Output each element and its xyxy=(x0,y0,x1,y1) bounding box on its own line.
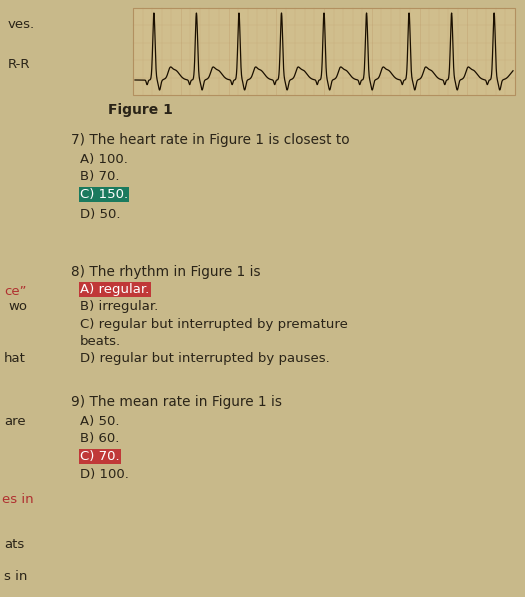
Text: C) 150.: C) 150. xyxy=(80,188,128,201)
Text: ce”: ce” xyxy=(4,285,26,298)
Text: hat: hat xyxy=(4,352,26,365)
Text: beats.: beats. xyxy=(80,335,121,348)
Text: ats: ats xyxy=(4,538,24,551)
Text: B) 70.: B) 70. xyxy=(80,170,120,183)
Text: D) regular but interrupted by pauses.: D) regular but interrupted by pauses. xyxy=(80,352,330,365)
Text: A) 100.: A) 100. xyxy=(80,153,128,166)
Text: B) 60.: B) 60. xyxy=(80,432,119,445)
Text: 8) The rhythm in Figure 1 is: 8) The rhythm in Figure 1 is xyxy=(71,265,260,279)
Text: D) 50.: D) 50. xyxy=(80,208,121,221)
Text: s in: s in xyxy=(4,570,27,583)
Text: ves.: ves. xyxy=(8,18,35,31)
Text: 9) The mean rate in Figure 1 is: 9) The mean rate in Figure 1 is xyxy=(71,395,282,409)
Text: es in: es in xyxy=(2,493,34,506)
Bar xyxy=(133,8,515,95)
Text: R-R: R-R xyxy=(8,58,30,71)
Text: 7) The heart rate in Figure 1 is closest to: 7) The heart rate in Figure 1 is closest… xyxy=(71,133,350,147)
Text: Figure 1: Figure 1 xyxy=(108,103,173,117)
Text: C) regular but interrupted by premature: C) regular but interrupted by premature xyxy=(80,318,348,331)
Text: B) irregular.: B) irregular. xyxy=(80,300,158,313)
Text: D) 100.: D) 100. xyxy=(80,468,129,481)
Text: are: are xyxy=(4,415,26,428)
Text: A) 50.: A) 50. xyxy=(80,415,120,428)
Text: wo: wo xyxy=(8,300,27,313)
Text: A) regular.: A) regular. xyxy=(80,283,149,296)
Text: C) 70.: C) 70. xyxy=(80,450,120,463)
